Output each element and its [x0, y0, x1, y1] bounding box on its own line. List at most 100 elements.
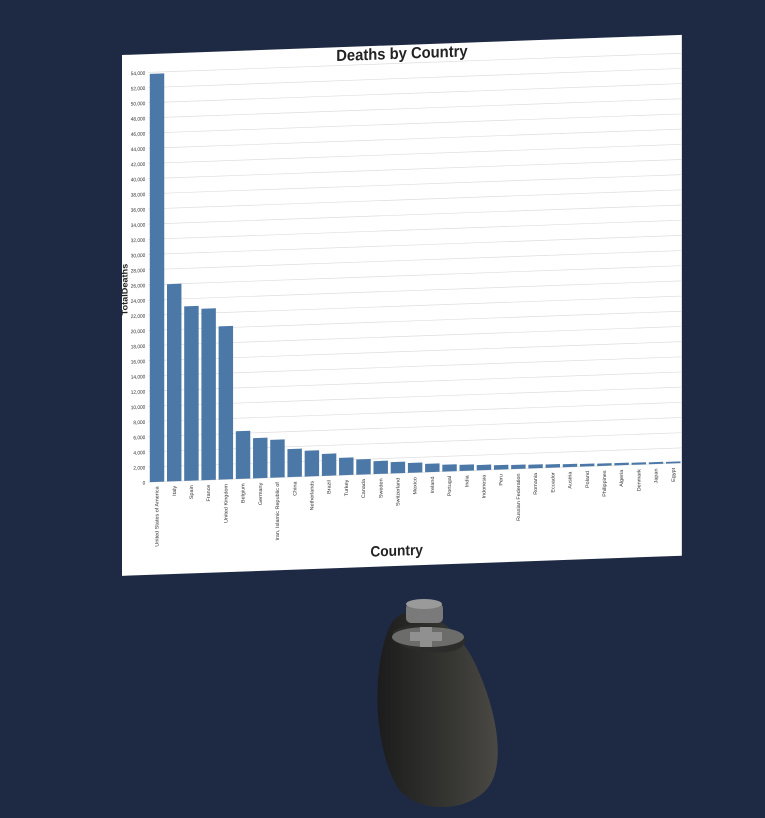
- x-tick-label: Belgium: [241, 483, 247, 504]
- y-tick-label: 8,000: [133, 420, 145, 427]
- x-tick-label: Egypt: [671, 467, 677, 482]
- bar: [425, 463, 440, 473]
- gridline: [148, 219, 682, 240]
- dpad-horizontal: [410, 632, 442, 641]
- x-tick-label: United States of America: [155, 486, 161, 546]
- x-tick-label: Iran, Islamic Republic of: [275, 481, 281, 540]
- gridline: [148, 83, 682, 104]
- controller-trigger-cap: [406, 599, 442, 609]
- gridline: [148, 143, 682, 164]
- bar: [253, 437, 268, 479]
- y-tick-label: 24,000: [131, 298, 146, 305]
- x-tick-label: Germany: [258, 482, 264, 505]
- gridline: [148, 174, 682, 195]
- bar: [459, 464, 474, 472]
- gridline: [148, 159, 682, 179]
- y-tick-label: 40,000: [131, 177, 146, 184]
- bar: [356, 459, 371, 475]
- y-tick-label: 30,000: [131, 253, 146, 260]
- y-tick-label: 10,000: [131, 405, 146, 412]
- y-tick-label: 18,000: [131, 344, 146, 351]
- y-tick-label: 50,000: [131, 101, 146, 108]
- vr-controller: [377, 599, 498, 808]
- gridline: [148, 189, 682, 210]
- y-tick-label: 54,000: [131, 71, 146, 78]
- x-tick-label: Canada: [361, 479, 367, 498]
- y-tick-label: 34,000: [131, 222, 146, 229]
- x-axis-title: Country: [370, 542, 423, 561]
- bar: [235, 430, 251, 480]
- y-tick-label: 42,000: [131, 162, 146, 169]
- gridline: [148, 68, 682, 88]
- bar: [373, 460, 388, 475]
- y-tick-label: 4,000: [133, 450, 145, 457]
- y-tick-label: 16,000: [131, 359, 146, 366]
- x-tick-label: Algeria: [619, 470, 625, 487]
- x-tick-label: Ireland: [430, 476, 436, 493]
- bar: [287, 448, 302, 478]
- x-tick-label: Switzerland: [396, 478, 402, 507]
- bars: [149, 73, 681, 483]
- x-tick-label: Turkey: [344, 479, 350, 496]
- x-tick-label: Philippines: [602, 470, 608, 497]
- gridline: [148, 265, 682, 286]
- y-tick-label: 6,000: [133, 435, 145, 442]
- gridline: [148, 250, 682, 271]
- x-axis-ticks: United States of America Italy Spain France…: [155, 467, 677, 546]
- chart-panel: Deaths by Country 0 2,000 4,000 6,000 8,000 1…: [120, 34, 682, 576]
- y-tick-label: 36,000: [131, 207, 146, 214]
- y-tick-label: 32,000: [131, 238, 146, 245]
- x-tick-label: Ecuador: [551, 472, 557, 493]
- gridline: [148, 128, 682, 149]
- gridline: [148, 295, 682, 316]
- y-tick-label: 44,000: [131, 146, 146, 153]
- chart-title: Deaths by Country: [336, 43, 468, 65]
- gridline: [148, 341, 682, 362]
- x-tick-label: Sweden: [378, 478, 384, 498]
- bar: [666, 461, 681, 464]
- x-tick-label: Poland: [585, 471, 591, 488]
- gridline: [148, 113, 682, 134]
- bar: [390, 461, 406, 474]
- gridline: [148, 326, 682, 346]
- gridline: [148, 401, 682, 422]
- bar: [476, 464, 492, 471]
- x-tick-label: Italy: [172, 485, 178, 496]
- controller-grip: [377, 611, 498, 808]
- x-tick-label: Brazil: [327, 480, 333, 494]
- bar: [579, 463, 595, 467]
- gridline: [148, 310, 682, 331]
- x-tick-label: Indonesia: [482, 475, 488, 499]
- bar: [166, 283, 182, 482]
- y-axis-ticks: 0 2,000 4,000 6,000 8,000 10,000 12,000 14,000 1…: [131, 71, 146, 487]
- x-tick-label: Denmark: [637, 469, 643, 492]
- y-tick-label: 0: [143, 480, 146, 486]
- x-tick-label: India: [464, 475, 470, 487]
- y-tick-label: 14,000: [131, 374, 146, 381]
- y-tick-label: 26,000: [131, 283, 146, 290]
- y-tick-label: 2,000: [133, 465, 145, 472]
- bar: [614, 462, 629, 466]
- x-tick-label: Romania: [533, 473, 539, 495]
- bar: [442, 464, 457, 472]
- x-tick-label: France: [206, 484, 212, 501]
- bar: [201, 308, 216, 481]
- bar: [631, 462, 647, 465]
- y-axis-title: TotalDeaths: [120, 263, 130, 315]
- x-tick-label: Russian Federation: [516, 473, 522, 521]
- y-tick-label: 12,000: [131, 389, 146, 396]
- gridline: [148, 280, 682, 301]
- x-tick-label: Austria: [568, 471, 574, 488]
- y-tick-label: 48,000: [131, 116, 146, 123]
- gridline: [148, 371, 682, 392]
- y-tick-label: 38,000: [131, 192, 146, 199]
- bar: [304, 450, 320, 477]
- gridline: [148, 356, 682, 377]
- x-tick-label: Portugal: [447, 476, 453, 497]
- bar: [149, 73, 165, 483]
- x-tick-label: Spain: [189, 485, 195, 499]
- x-tick-label: Japan: [654, 468, 660, 483]
- bar: [270, 439, 285, 478]
- bar: [562, 463, 578, 468]
